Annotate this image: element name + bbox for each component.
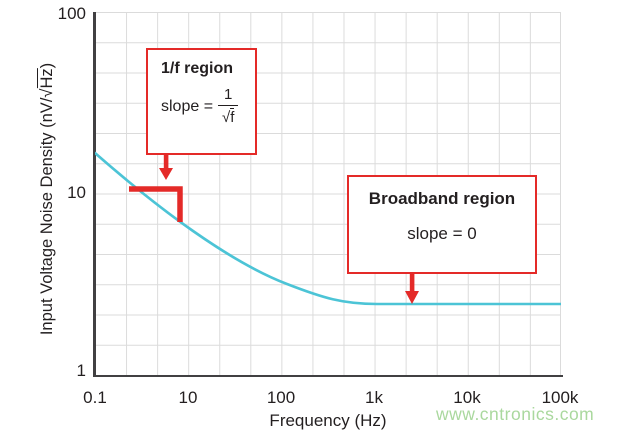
x-tick-0p1: 0.1 bbox=[83, 388, 107, 407]
x-tick-100: 100 bbox=[266, 388, 296, 407]
radical-sign: √ bbox=[38, 88, 56, 98]
x-tick-10k: 10k bbox=[453, 388, 481, 407]
slope-equals-text: slope = bbox=[161, 97, 214, 115]
y-tick-100: 100 bbox=[57, 4, 86, 23]
fraction-numerator: 1 bbox=[218, 87, 239, 106]
y-axis-title-text: Input Voltage Noise Density (nV/ bbox=[38, 97, 56, 336]
y-axis-title-radicand: Hz bbox=[37, 68, 57, 89]
broadband-region-title: Broadband region bbox=[368, 189, 516, 208]
x-tick-100k: 100k bbox=[541, 388, 579, 407]
one-over-f-slope-label: slope = 1 √f bbox=[161, 87, 255, 126]
one-over-f-region-box: 1/f region slope = 1 √f bbox=[146, 48, 257, 155]
one-over-sqrt-f-fraction: 1 √f bbox=[218, 87, 239, 126]
y-tick-1: 1 bbox=[76, 361, 86, 380]
y-axis-title-close: ) bbox=[38, 62, 56, 69]
one-over-f-region-title: 1/f region bbox=[161, 60, 234, 77]
fraction-denominator: √f bbox=[222, 106, 235, 126]
x-tick-10: 10 bbox=[178, 388, 198, 407]
x-axis-line bbox=[93, 374, 563, 377]
broadband-region-box: Broadband region slope = 0 bbox=[347, 175, 537, 274]
broadband-arrow-icon bbox=[405, 273, 419, 304]
x-tick-1k: 1k bbox=[365, 388, 383, 407]
y-tick-10: 10 bbox=[67, 183, 86, 202]
y-axis-line bbox=[93, 12, 96, 377]
y-axis-title: Input Voltage Noise Density (nV/√Hz) bbox=[37, 63, 57, 335]
broadband-slope-label: slope = 0 bbox=[407, 224, 477, 243]
x-axis-title: Frequency (Hz) bbox=[269, 411, 387, 430]
watermark-text: www.cntronics.com bbox=[436, 404, 595, 424]
one-over-f-arrow-icon bbox=[159, 153, 173, 180]
fraction-radicand: f bbox=[230, 107, 235, 126]
plot-overlay bbox=[95, 151, 561, 306]
noise-density-curve bbox=[95, 151, 561, 306]
slope-bracket bbox=[129, 186, 183, 222]
radical-sign: √ bbox=[222, 108, 231, 126]
